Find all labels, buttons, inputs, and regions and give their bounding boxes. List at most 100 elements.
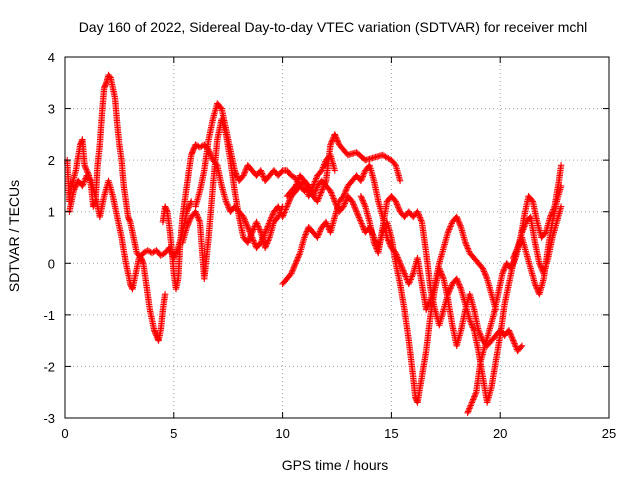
data-point-marker xyxy=(500,267,507,274)
data-point-marker xyxy=(399,266,406,273)
data-point-marker xyxy=(106,73,113,80)
data-point-marker xyxy=(322,218,330,226)
data-point-marker xyxy=(290,266,297,273)
data-point-marker xyxy=(357,177,365,184)
data-point-marker xyxy=(318,167,325,174)
data-point-marker xyxy=(263,241,270,249)
data-point-marker xyxy=(70,187,77,195)
data-point-marker xyxy=(454,277,461,284)
data-point-marker xyxy=(289,267,296,274)
data-point-marker xyxy=(81,162,88,169)
data-point-marker xyxy=(262,227,269,235)
data-point-marker xyxy=(195,215,202,223)
data-point-marker xyxy=(437,269,445,277)
data-point-marker xyxy=(295,252,302,260)
data-point-marker xyxy=(509,260,517,268)
data-point-marker xyxy=(187,199,194,207)
data-point-marker xyxy=(506,328,513,335)
data-point-marker xyxy=(454,215,461,222)
data-point-marker xyxy=(243,221,250,228)
data-point-marker xyxy=(439,272,446,279)
data-point-marker xyxy=(319,186,326,193)
data-point-marker xyxy=(262,244,269,251)
data-point-marker xyxy=(288,270,295,277)
data-point-marker xyxy=(83,166,90,173)
data-point-marker xyxy=(71,184,79,192)
data-point-marker xyxy=(342,188,349,195)
data-point-marker xyxy=(247,233,254,240)
data-point-marker xyxy=(350,202,358,209)
data-point-marker xyxy=(349,199,357,207)
data-point-marker xyxy=(454,278,462,285)
data-point-marker xyxy=(469,397,476,405)
data-point-marker xyxy=(511,341,519,349)
data-point-marker xyxy=(310,191,317,198)
data-point-marker xyxy=(385,238,393,246)
data-point-marker xyxy=(414,208,421,215)
data-point-marker xyxy=(79,182,86,190)
data-point-marker xyxy=(340,201,348,209)
data-point-marker xyxy=(331,198,338,205)
data-point-marker xyxy=(194,214,202,221)
data-point-marker xyxy=(533,285,541,292)
data-point-marker xyxy=(193,210,200,217)
data-point-marker xyxy=(508,333,515,340)
data-point-marker xyxy=(467,319,475,327)
data-point-marker xyxy=(328,138,335,145)
data-point-marker xyxy=(464,243,471,251)
data-point-marker xyxy=(408,273,416,280)
data-point-marker xyxy=(478,334,485,341)
data-point-marker xyxy=(242,168,249,175)
data-point-marker xyxy=(470,325,477,333)
data-point-marker xyxy=(507,265,515,272)
data-point-marker xyxy=(315,231,322,238)
data-point-marker xyxy=(548,209,556,216)
data-point-marker xyxy=(334,138,342,145)
y-tick-label: 4 xyxy=(48,50,55,65)
data-point-marker xyxy=(186,218,193,225)
data-point-marker xyxy=(343,185,350,193)
data-point-marker xyxy=(250,226,257,233)
data-point-marker xyxy=(317,189,325,196)
data-point-marker xyxy=(360,170,368,177)
data-point-marker xyxy=(249,227,256,235)
data-point-marker xyxy=(331,167,338,174)
data-point-marker xyxy=(327,187,334,195)
data-point-marker xyxy=(361,201,368,209)
data-point-marker xyxy=(285,200,292,207)
data-point-marker xyxy=(531,280,539,288)
data-point-marker xyxy=(436,266,444,274)
data-point-marker xyxy=(468,321,475,328)
data-point-marker xyxy=(275,213,282,221)
data-point-marker xyxy=(331,131,338,138)
data-point-marker xyxy=(245,225,252,232)
data-point-marker xyxy=(276,210,283,218)
data-point-marker xyxy=(71,186,78,193)
chart-title: Day 160 of 2022, Sidereal Day-to-day VTE… xyxy=(79,19,588,35)
data-point-marker xyxy=(518,342,526,349)
data-point-marker xyxy=(360,224,367,232)
data-point-marker xyxy=(357,193,365,200)
data-point-marker xyxy=(80,179,87,187)
data-point-marker xyxy=(224,202,232,209)
data-point-marker xyxy=(472,390,479,397)
data-point-marker xyxy=(223,199,230,207)
data-point-marker xyxy=(477,331,484,338)
data-point-marker xyxy=(334,137,341,144)
data-point-marker xyxy=(414,210,422,217)
data-point-marker xyxy=(501,266,508,273)
data-point-marker xyxy=(186,202,193,209)
data-point-marker xyxy=(312,187,319,194)
data-point-marker xyxy=(186,201,194,208)
data-point-marker xyxy=(247,232,255,239)
data-point-marker xyxy=(196,217,203,224)
data-point-marker xyxy=(457,284,464,291)
data-point-marker xyxy=(391,160,398,168)
data-point-marker xyxy=(400,267,407,274)
data-point-marker xyxy=(342,187,350,194)
data-point-marker xyxy=(293,179,301,187)
data-point-marker xyxy=(409,271,416,279)
data-point-marker xyxy=(416,214,424,221)
data-point-marker xyxy=(395,204,402,211)
data-point-marker xyxy=(505,327,513,334)
